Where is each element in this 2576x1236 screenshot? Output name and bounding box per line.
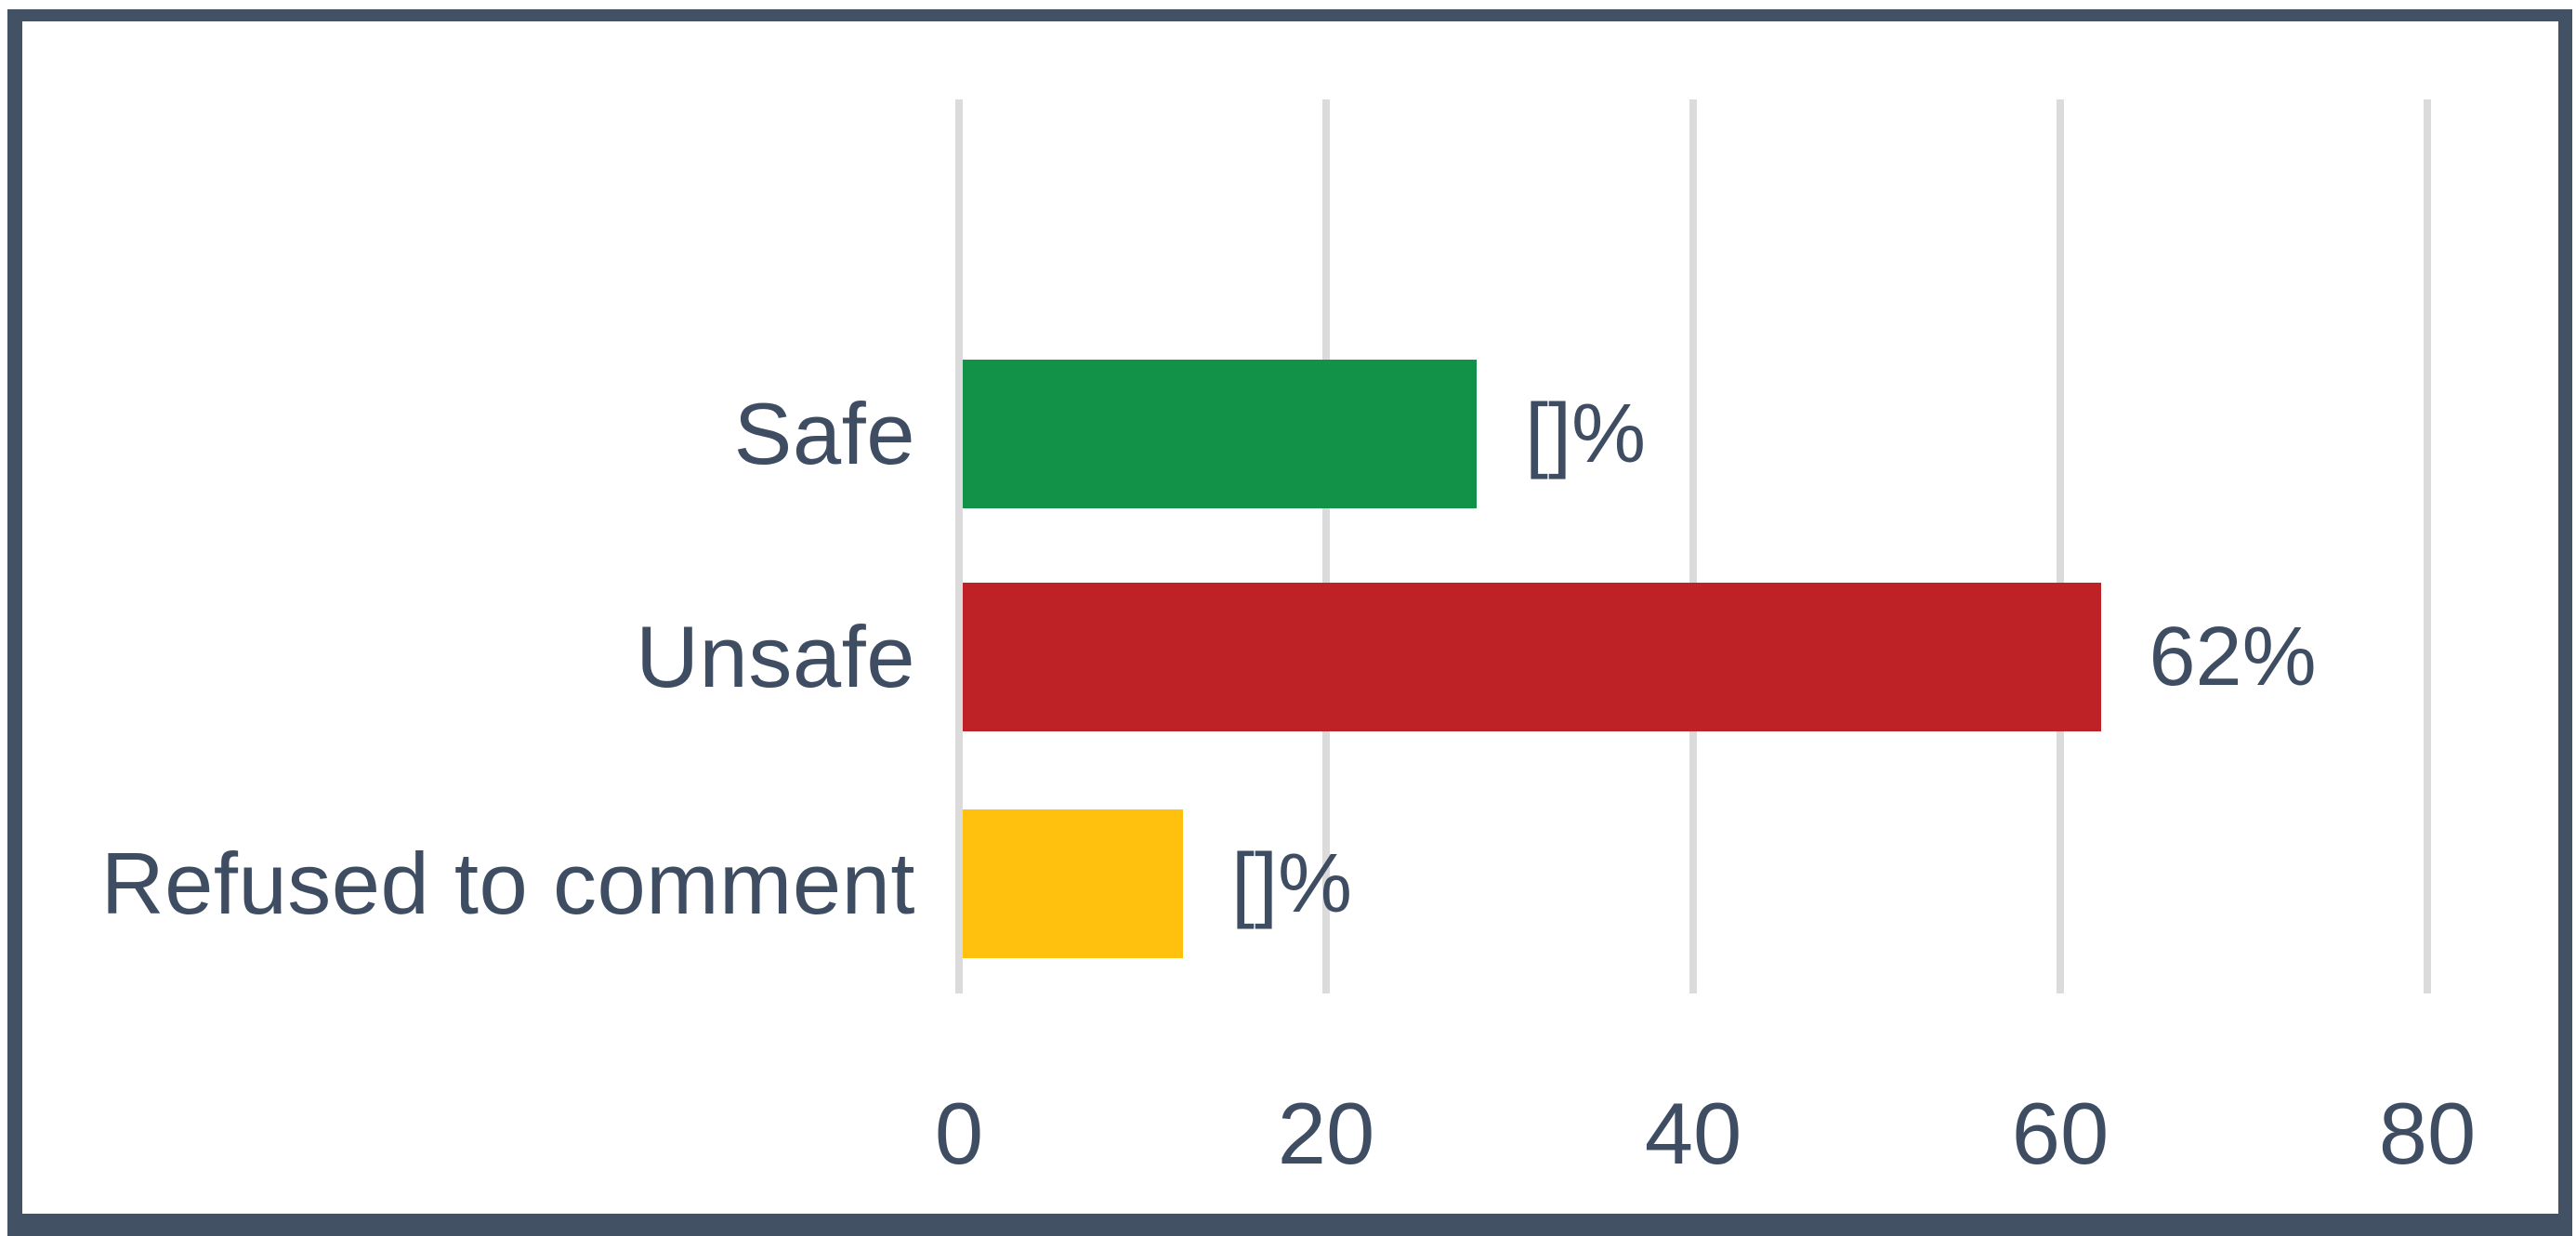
gridline-x-0 <box>955 99 963 993</box>
category-label-refused-to-comment: Refused to comment <box>100 835 915 932</box>
x-tick-label-0: 0 <box>934 1085 984 1182</box>
gridline-x-40 <box>1689 99 1697 993</box>
x-tick-label-60: 60 <box>2011 1085 2109 1182</box>
x-tick-label-80: 80 <box>2378 1085 2477 1182</box>
category-label-safe: Safe <box>733 385 915 482</box>
bar-safe <box>963 360 1477 508</box>
value-label-safe: []% <box>1525 388 1647 480</box>
x-tick-label-40: 40 <box>1644 1085 1742 1182</box>
gridline-x-60 <box>2057 99 2064 993</box>
category-label-unsafe: Unsafe <box>636 608 915 705</box>
plot-area <box>955 99 2431 993</box>
bar-refused-to-comment <box>963 809 1183 958</box>
bar-unsafe <box>963 583 2101 731</box>
gridline-x-20 <box>1322 99 1330 993</box>
gridline-x-80 <box>2424 99 2431 993</box>
x-tick-label-20: 20 <box>1277 1085 1375 1182</box>
value-label-unsafe: 62% <box>2149 611 2317 703</box>
value-label-refused-to-comment: []% <box>1231 837 1353 930</box>
